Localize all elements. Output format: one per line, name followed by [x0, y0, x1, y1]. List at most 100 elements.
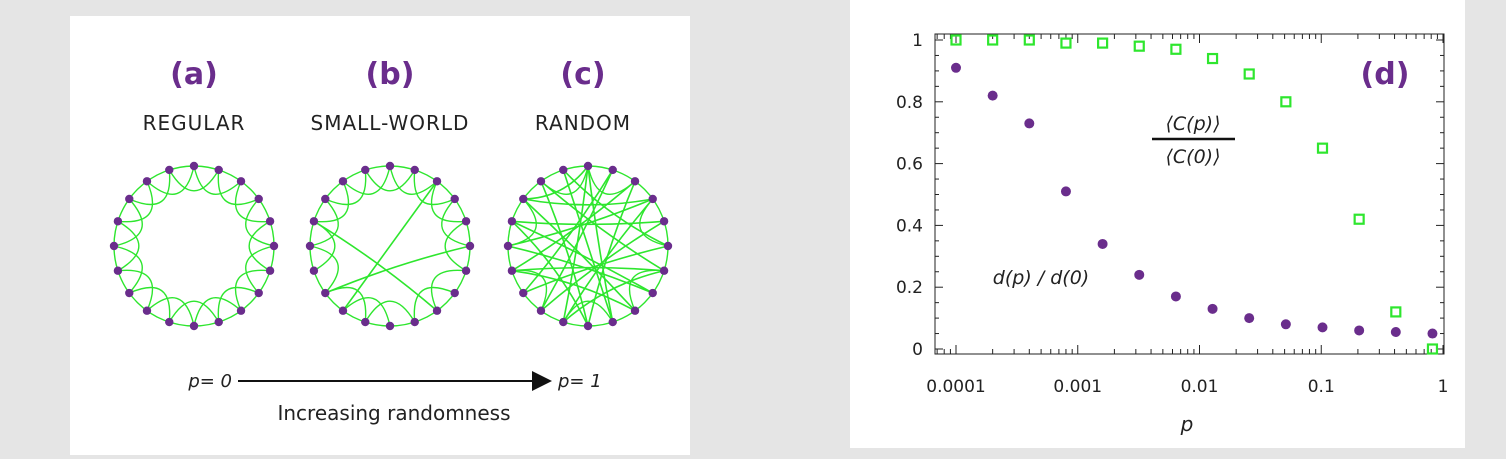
network-node [361, 165, 370, 175]
network-node [503, 241, 513, 251]
network-node [309, 217, 319, 226]
network-node [461, 217, 471, 226]
panel-label-c: (c) [560, 57, 605, 92]
clustering-data-point [1206, 52, 1219, 65]
neighbor-edge [313, 220, 336, 272]
network-node [432, 177, 442, 186]
data-points [950, 34, 1439, 355]
clustering-path-length-chart: 0.0001 0.001 0.01 0.1 1 0 0.2 0.4 0.6 0.8 1 (d) p… [896, 31, 1448, 436]
long-range-edge [540, 180, 665, 272]
network-node [385, 321, 395, 331]
clustering-data-point [1280, 96, 1292, 108]
path-length-data-point [987, 90, 998, 101]
network-node [254, 288, 263, 298]
network-node [142, 177, 152, 186]
long-range-edge [342, 180, 438, 312]
path-length-data-point [1060, 186, 1071, 197]
neighbor-edge [413, 286, 455, 323]
neighbor-edge [245, 198, 275, 247]
panel-label-a: (a) [170, 57, 218, 92]
neighbor-edge [441, 198, 471, 247]
network-node [142, 306, 152, 315]
long-range-edge [511, 180, 636, 272]
network-node [659, 266, 669, 275]
clustering-data-point [1060, 37, 1072, 49]
network-node [236, 306, 246, 315]
y-tick-labels: 0 0.2 0.4 0.6 0.8 1 [896, 31, 923, 360]
network-node [109, 241, 119, 251]
clustering-data-point [987, 34, 999, 46]
long-range-edge [507, 245, 654, 294]
chart-panel: 0.0001 0.001 0.01 0.1 1 0 0.2 0.4 0.6 0.8 1 (d) p… [850, 0, 1465, 448]
long-range-edge [511, 220, 589, 327]
neighbor-edge [113, 198, 143, 247]
network-node [583, 321, 593, 331]
neighbor-edge [342, 165, 391, 195]
long-range-edge [523, 165, 589, 200]
neighbor-edge [364, 169, 416, 192]
network-title-small-world: SMALL-WORLD [311, 111, 470, 135]
network-node [507, 217, 517, 226]
network-diagram: (a) (b) (c) REGULAR SMALL-WORLD RANDOM p… [109, 57, 673, 425]
clustering-data-point [1353, 213, 1365, 225]
network-node [663, 241, 673, 251]
network-node [630, 177, 640, 186]
network-node [265, 217, 275, 226]
neighbor-edge [129, 286, 171, 323]
neighbor-edge [342, 297, 391, 327]
long-range-edge [511, 220, 665, 226]
x-axis-label: p [1180, 412, 1194, 436]
neighbor-edge [113, 245, 143, 294]
neighbor-edge [430, 269, 467, 311]
network-node [385, 161, 395, 171]
neighbor-edge [193, 165, 242, 195]
network-node [165, 165, 174, 175]
y-tick-label: 0.2 [896, 278, 923, 298]
network-node [269, 241, 279, 251]
path-length-data-point [1390, 327, 1401, 338]
neighbor-edge [364, 300, 416, 323]
long-range-edge [562, 169, 669, 247]
x-tick-label: 0.1 [1308, 377, 1335, 397]
long-range-edge [507, 198, 654, 247]
network-node [189, 161, 199, 171]
network-node [321, 194, 330, 204]
neighbor-edge [325, 286, 367, 323]
small-world-network [305, 161, 475, 331]
neighbor-edge [309, 198, 339, 247]
neighbor-edge [146, 297, 195, 327]
x-tick-label: 0.001 [1053, 377, 1102, 397]
random-network [503, 161, 673, 331]
network-node [265, 266, 275, 275]
clustering-data-point [1426, 343, 1439, 355]
network-node [608, 165, 617, 175]
clustering-data-point [1097, 37, 1109, 49]
neighbor-edge [217, 286, 259, 323]
network-node [450, 194, 459, 204]
network-node [559, 317, 568, 327]
ring-edge [113, 165, 275, 327]
neighbor-edge [168, 300, 220, 323]
long-range-edge [562, 198, 654, 323]
network-node [410, 165, 419, 175]
path-length-data-point [1244, 313, 1255, 324]
network-node [519, 288, 528, 298]
arrow-caption: Increasing randomness [277, 401, 510, 425]
network-node [236, 177, 246, 186]
clustering-data-point [1316, 142, 1329, 154]
network-node [559, 165, 568, 175]
long-range-edge [511, 266, 665, 272]
long-range-edge [522, 169, 614, 294]
y-tick-label: 0 [912, 340, 923, 360]
network-node [659, 217, 669, 226]
network-node [125, 194, 134, 204]
clustering-legend-denominator: ⟨C(0)⟩ [1165, 146, 1220, 168]
y-tick-label: 0.6 [896, 155, 923, 175]
path-length-data-point [1280, 319, 1291, 330]
neighbor-edge [444, 220, 467, 272]
long-range-edge [562, 269, 665, 323]
neighbor-edge [309, 245, 339, 294]
neighbor-edge [217, 169, 259, 206]
neighbor-edge [193, 297, 242, 327]
network-node [125, 288, 134, 298]
